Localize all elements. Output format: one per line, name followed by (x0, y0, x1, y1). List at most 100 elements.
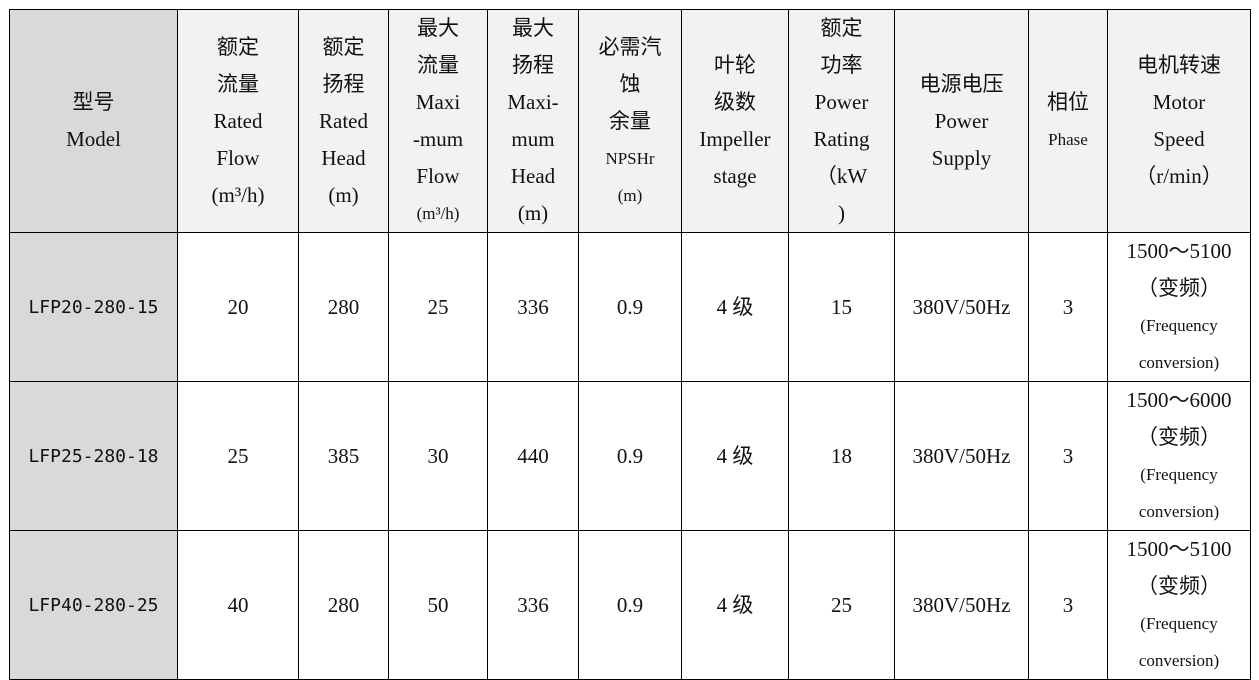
header-line: Rated (213, 108, 263, 133)
table-row: LFP25-280-18 25 385 30 440 0.9 4 级 18 380V/50Hz 3… (9, 381, 1251, 531)
header-line: Power (814, 90, 869, 114)
header-line: Maxi (415, 90, 461, 114)
speed-line: (Frequency (1140, 465, 1218, 484)
header-line: Speed (1153, 127, 1205, 151)
header-line: Maxi- (507, 90, 559, 114)
header-line: Flow (416, 164, 460, 188)
header-line: 最大 (417, 16, 459, 40)
pump-spec-table: 型号 Model 额定流量 Rated Flow (m³/h) 额定扬程 Rated Head (… (9, 9, 1251, 680)
header-line: Head (321, 145, 366, 170)
header-npshr: 必需汽蚀余量 NPSHr (m) (578, 9, 682, 233)
header-line: （r/min） (1135, 164, 1223, 188)
cell-npshr: 0.9 (578, 232, 682, 382)
cell-max-flow: 30 (388, 381, 488, 531)
cell-rated-head: 280 (298, 232, 389, 382)
cell-motor-speed: 1500～5100 （变频） (Frequency conversion) (1107, 232, 1251, 382)
header-line: 流量 (417, 53, 459, 77)
header-line: 必需汽 (598, 34, 662, 59)
speed-line: （变频） (1137, 574, 1221, 598)
header-line: 电机转速 (1137, 53, 1221, 77)
header-line: Supply (931, 145, 992, 170)
speed-line: (Frequency (1140, 316, 1218, 335)
header-rated-head: 额定扬程 Rated Head (m) (298, 9, 389, 233)
header-line: Power (934, 108, 989, 133)
header-impeller-stage: 叶轮级数 Impeller stage (681, 9, 789, 233)
speed-line: （变频） (1137, 276, 1221, 300)
header-line: （kW (815, 164, 868, 188)
header-model: 型号 Model (9, 9, 178, 233)
header-motor-speed: 电机转速 Motor Speed （r/min） (1107, 9, 1251, 233)
header-line: (m) (328, 182, 359, 207)
speed-line: conversion) (1138, 502, 1220, 521)
header-line: Head (510, 164, 556, 188)
header-line: 级数 (714, 90, 756, 114)
header-line: Flow (216, 145, 260, 170)
header-line: 功率 (820, 53, 863, 77)
cell-model: LFP40-280-25 (9, 530, 178, 680)
header-line: stage (713, 164, 757, 188)
header-line: -mum (412, 127, 464, 151)
cell-power-supply: 380V/50Hz (894, 530, 1029, 680)
header-line: 余量 (609, 108, 651, 133)
header-max-flow: 最大流量 Maxi -mum Flow (m³/h) (388, 9, 488, 233)
header-rated-flow: 额定流量 Rated Flow (m³/h) (177, 9, 299, 233)
header-line: 蚀 (619, 71, 641, 96)
header-phase: 相位 Phase (1028, 9, 1108, 233)
speed-line: 1500～5100 (1126, 239, 1232, 263)
header-line: 叶轮 (714, 53, 756, 77)
speed-line: (Frequency (1140, 614, 1218, 633)
cell-npshr: 0.9 (578, 381, 682, 531)
header-line: (m³/h) (416, 204, 460, 223)
speed-line: （变频） (1137, 425, 1221, 449)
speed-line: conversion) (1138, 353, 1220, 372)
header-line: (m) (517, 201, 549, 225)
header-line: (m) (617, 185, 643, 205)
header-max-head: 最大 扬程 Maxi-mum Head (m) (487, 9, 579, 233)
header-line: 相位 (1047, 90, 1089, 114)
cell-max-head: 336 (487, 232, 579, 382)
cell-phase: 3 (1028, 381, 1108, 531)
header-line: 扬程 (512, 53, 554, 77)
header-power-rating: 额定功率 Power Rating （kW) (788, 9, 895, 233)
header-line: Phase (1048, 130, 1088, 149)
header-line: 额定 (322, 34, 365, 59)
header-line: 电源电压 (919, 71, 1004, 96)
header-line: ) (838, 201, 845, 225)
header-line: 型号 (72, 90, 115, 114)
cell-power-supply: 380V/50Hz (894, 381, 1029, 531)
cell-max-head: 440 (487, 381, 579, 531)
cell-power-rating: 15 (788, 232, 895, 382)
table-row: LFP20-280-15 20 280 25 336 0.9 4 级 15 380V/50Hz 3… (9, 232, 1251, 382)
cell-model: LFP25-280-18 (9, 381, 178, 531)
header-line: (m³/h) (211, 182, 265, 207)
cell-rated-flow: 20 (177, 232, 299, 382)
header-row: 型号 Model 额定流量 Rated Flow (m³/h) 额定扬程 Rated Head (… (9, 9, 1251, 233)
cell-model: LFP20-280-15 (9, 232, 178, 382)
header-line: Impeller (699, 127, 771, 151)
cell-impeller-stage: 4 级 (681, 381, 789, 531)
header-line: 额定 (820, 16, 863, 40)
header-line: 最大 (512, 16, 554, 40)
cell-max-flow: 50 (388, 530, 488, 680)
header-line: 扬程 (322, 71, 365, 96)
cell-phase: 3 (1028, 530, 1108, 680)
cell-impeller-stage: 4 级 (681, 232, 789, 382)
cell-power-supply: 380V/50Hz (894, 232, 1029, 382)
cell-motor-speed: 1500～5100 （变频） (Frequency conversion) (1107, 530, 1251, 680)
cell-rated-flow: 40 (177, 530, 299, 680)
cell-rated-head: 280 (298, 530, 389, 680)
cell-rated-head: 385 (298, 381, 389, 531)
header-line: Rated (319, 108, 368, 133)
cell-power-rating: 25 (788, 530, 895, 680)
speed-line: 1500～6000 (1126, 388, 1232, 412)
header-line: Model (66, 127, 121, 151)
header-line: Rating (813, 127, 870, 151)
header-line: Motor (1152, 90, 1206, 114)
header-line: 额定 (217, 34, 259, 59)
speed-line: conversion) (1138, 651, 1220, 670)
header-line: 流量 (217, 71, 259, 96)
cell-impeller-stage: 4 级 (681, 530, 789, 680)
cell-max-flow: 25 (388, 232, 488, 382)
header-power-supply: 电源电压 Power Supply (894, 9, 1029, 233)
cell-phase: 3 (1028, 232, 1108, 382)
